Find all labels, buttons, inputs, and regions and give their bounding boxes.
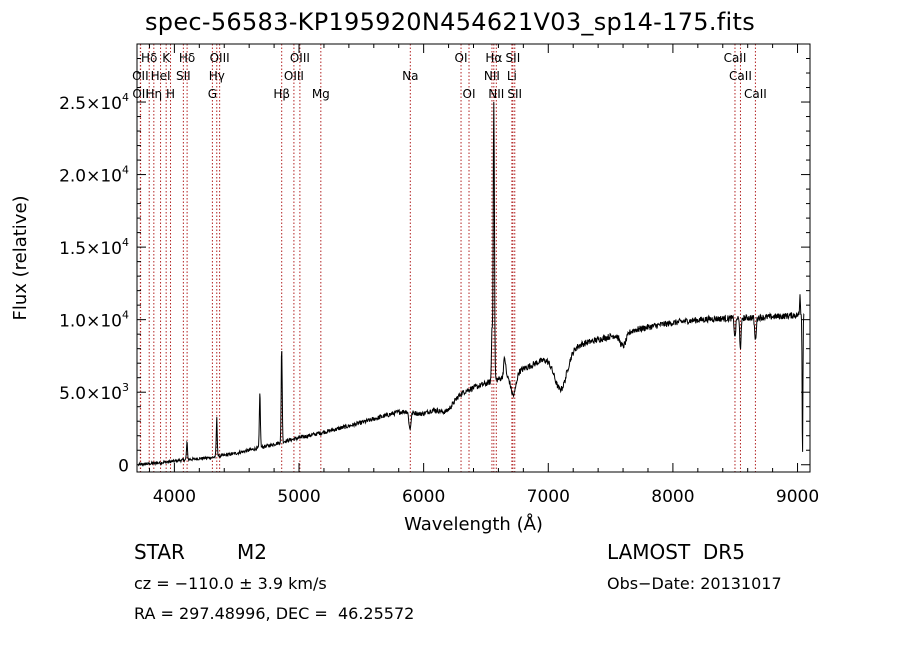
spectral-line-label: NII <box>484 69 500 83</box>
y-tick-exponent: 4 <box>122 164 129 177</box>
spectral-line-label: OIII <box>290 51 310 65</box>
spectral-line-label: CaII <box>729 69 752 83</box>
survey-name: LAMOST DR5 <box>607 540 745 564</box>
y-tick-label: 5.0×103 <box>59 381 129 404</box>
spectral-line-label: OI <box>455 51 468 65</box>
coordinates: RA = 297.48996, DEC = 46.25572 <box>134 604 415 623</box>
spectral-line-label: SII <box>506 51 521 65</box>
x-axis-label: Wavelength (Å) <box>404 513 543 535</box>
spectral-line-label: CaII <box>744 87 767 101</box>
object-class: STAR <box>134 540 185 564</box>
spectral-line-label: K <box>162 51 171 65</box>
spectral-line-label: OII <box>132 87 149 101</box>
spectral-line-label: Mg <box>312 87 330 101</box>
y-tick-mantissa: 1.0×10 <box>59 312 122 332</box>
observation-date: Obs−Date: 20131017 <box>607 574 782 593</box>
y-tick-mantissa: 5.0×10 <box>59 384 122 404</box>
spectral-line-label: Hδ <box>141 51 157 65</box>
y-tick-label: 0 <box>118 457 129 477</box>
y-tick-label: 2.5×104 <box>59 91 129 114</box>
plot-frame <box>136 43 811 473</box>
y-axis-label: Flux (relative) <box>10 195 31 320</box>
y-tick-label: 2.0×104 <box>59 164 129 187</box>
redshift-velocity: cz = −110.0 ± 3.9 km/s <box>134 574 327 593</box>
spectrum-line <box>137 101 805 467</box>
spectral-line-label: Hη <box>146 87 163 101</box>
spectral-line-label: HeI <box>151 69 171 83</box>
x-tick-label: 8000 <box>651 487 694 507</box>
x-tick-label: 9000 <box>776 487 819 507</box>
y-tick-label: 1.5×104 <box>59 236 129 259</box>
spectral-line-label: Hγ <box>209 69 225 83</box>
spectral-line-label: OIII <box>210 51 230 65</box>
x-tick-label: 7000 <box>527 487 570 507</box>
x-tick-label: 6000 <box>402 487 445 507</box>
spectral-line-label: OI <box>463 87 476 101</box>
chart-title: spec-56583-KP195920N454621V03_sp14-175.f… <box>144 8 756 36</box>
spectral-line-label: NII <box>488 87 504 101</box>
x-tick-label: 5000 <box>277 487 320 507</box>
y-tick-exponent: 4 <box>122 91 129 104</box>
spectral-line-label: SII <box>176 69 191 83</box>
spectral-line-label: Hα <box>485 51 502 65</box>
y-tick-mantissa: 2.5×10 <box>59 94 122 114</box>
spectral-line-label: OII <box>132 69 149 83</box>
spectral-line-label: SII <box>507 87 522 101</box>
spectral-line-label: Na <box>402 69 418 83</box>
y-tick-exponent: 4 <box>122 236 129 249</box>
spectral-line-label: CaII <box>724 51 747 65</box>
y-tick-mantissa: 0 <box>118 457 129 477</box>
x-tick-label: 4000 <box>153 487 196 507</box>
spectral-line-label: Hδ <box>179 51 195 65</box>
spectral-line-label: Li <box>507 69 517 83</box>
y-tick-exponent: 3 <box>122 381 129 394</box>
y-tick-exponent: 4 <box>122 309 129 322</box>
y-tick-mantissa: 1.5×10 <box>59 239 122 259</box>
object-subclass: M2 <box>237 540 267 564</box>
spectral-line-label: G <box>208 87 217 101</box>
spectral-line-label: H <box>166 87 175 101</box>
spectral-line-label: Hβ <box>273 87 290 101</box>
y-tick-mantissa: 2.0×10 <box>59 167 122 187</box>
y-tick-label: 1.0×104 <box>59 309 129 332</box>
spectral-line-label: OIII <box>284 69 304 83</box>
